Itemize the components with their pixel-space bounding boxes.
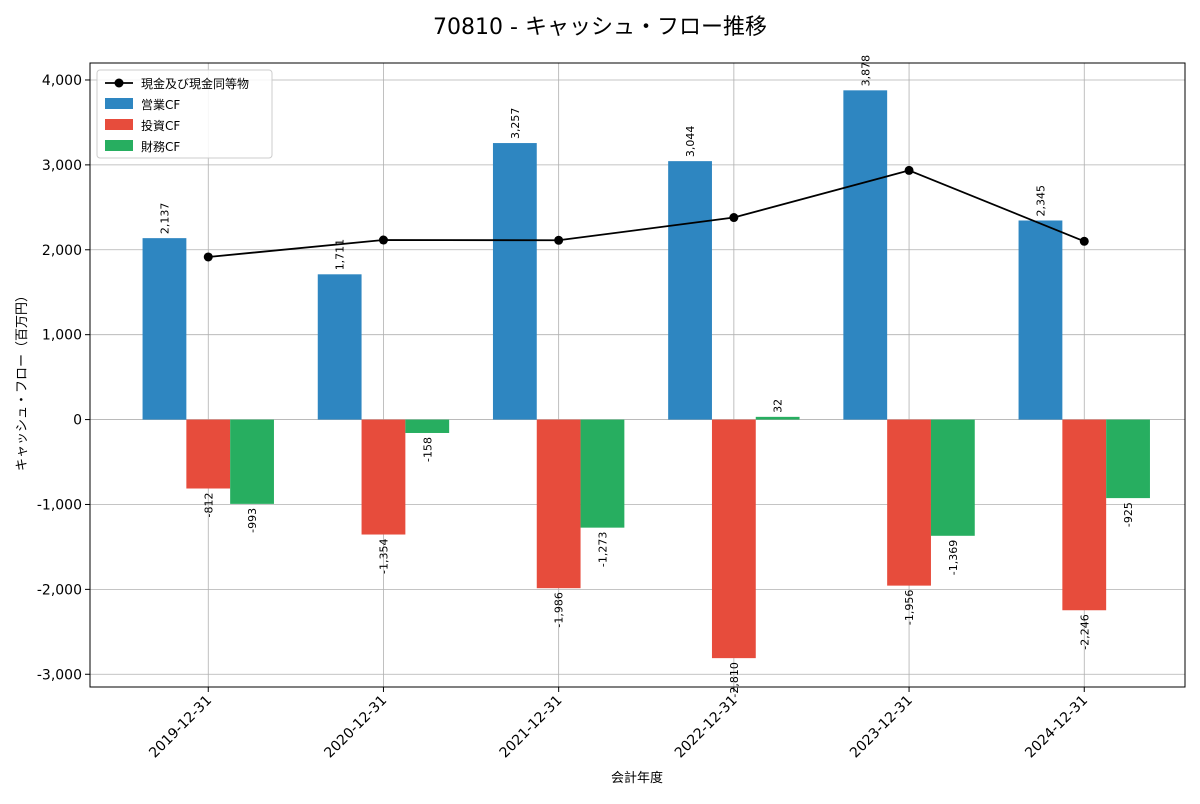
bar-value-label: 2,137 (158, 203, 171, 235)
bar-operating (492, 143, 537, 420)
bar-investing (711, 419, 756, 659)
bar-investing (536, 419, 581, 589)
bar-operating (668, 161, 712, 420)
line-layer (203, 165, 1089, 262)
bar-value-label: -812 (202, 493, 215, 518)
bar-value-label: -925 (1122, 502, 1135, 527)
y-tick-label: 2,000 (42, 243, 82, 259)
cash-line-point (904, 165, 914, 175)
bar-value-label: -1,273 (596, 532, 609, 567)
bar-value-label: -2,810 (728, 662, 741, 697)
y-tick-label: 1,000 (42, 328, 82, 344)
cash-line-point (1079, 236, 1089, 246)
bar-value-label: 3,878 (859, 55, 872, 87)
chart-title: 70810 - キャッシュ・フロー推移 (433, 15, 767, 40)
bar-financing (580, 419, 625, 528)
legend-swatch (105, 140, 133, 151)
bar-investing (1062, 419, 1107, 611)
y-tick-label: -2,000 (37, 582, 82, 598)
bar-value-label: -158 (421, 437, 434, 462)
legend-swatch (105, 98, 133, 109)
y-axis-label: キャッシュ・フロー（百万円） (15, 289, 30, 471)
bar-value-label: -993 (246, 508, 259, 533)
bar-value-label: 3,257 (509, 108, 522, 140)
legend-label-cash: 現金及び現金同等物 (141, 76, 249, 91)
bar-investing (361, 419, 406, 535)
bar-value-label: -1,986 (553, 592, 566, 627)
data-label-layer: 2,137 1,711 3,257 3,044 3,878 2,345 -812 -1,354… (158, 55, 1135, 698)
cash-line-point (203, 252, 213, 262)
legend-swatch (105, 119, 133, 130)
cash-line-point (729, 213, 739, 223)
bar-layer (142, 90, 1150, 659)
cash-line-point (554, 235, 564, 245)
bar-financing (1106, 419, 1150, 499)
y-tick-label: -1,000 (37, 497, 82, 513)
legend-label: 財務CF (141, 139, 180, 154)
bar-value-label: -1,956 (903, 590, 916, 625)
bar-value-label: 1,711 (334, 239, 347, 271)
bar-investing (887, 419, 931, 586)
bar-operating (843, 90, 888, 420)
y-tick-label: 4,000 (42, 73, 82, 89)
bar-financing (230, 419, 274, 504)
bar-financing (755, 416, 800, 420)
bar-operating (317, 274, 362, 420)
bar-investing (186, 419, 231, 489)
legend-marker-swatch (114, 78, 124, 88)
cash-line (208, 169, 1085, 258)
bar-value-label: 2,345 (1034, 185, 1047, 217)
cash-line-point (378, 235, 388, 245)
bar-financing (930, 419, 975, 536)
y-tick-label: -3,000 (37, 667, 82, 683)
legend-label: 投資CF (141, 118, 180, 133)
plot-frame (89, 62, 1186, 688)
y-tick-label: 0 (73, 413, 82, 429)
legend-box (96, 69, 273, 159)
bar-financing (405, 419, 450, 433)
bar-value-label: -1,369 (947, 540, 960, 575)
bar-value-label: -2,246 (1078, 614, 1091, 649)
bar-value-label: 3,044 (684, 126, 697, 158)
bar-operating (142, 238, 187, 420)
bar-value-label: 32 (772, 399, 785, 413)
legend-label: 営業CF (141, 98, 180, 112)
y-tick-label: 3,000 (42, 158, 82, 174)
x-axis-label: 会計年度 (611, 770, 663, 786)
bar-value-label: -1,354 (377, 539, 390, 574)
bar-operating (1018, 220, 1063, 420)
